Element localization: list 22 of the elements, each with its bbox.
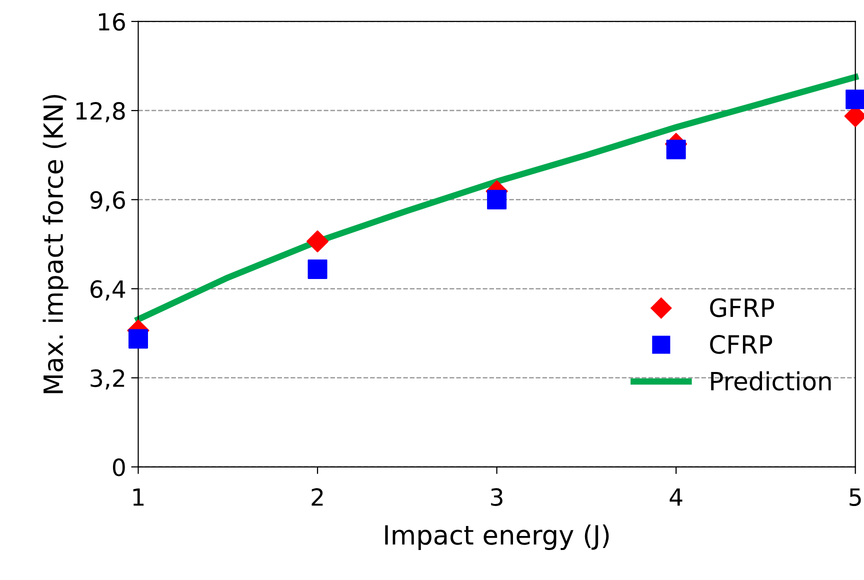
y-tick-label: 16 xyxy=(98,12,125,31)
point xyxy=(128,329,148,349)
y-axis-title: Max. impact force (KN) xyxy=(42,94,68,394)
y-tick-label: 0 xyxy=(112,458,125,476)
legend-label: CFRP xyxy=(710,334,772,354)
point xyxy=(306,230,329,252)
legend-label: GFRP xyxy=(710,298,774,318)
y-tick-label: 3,2 xyxy=(90,369,124,390)
x-tick-label: 2 xyxy=(312,488,323,506)
point xyxy=(666,140,686,160)
x-tick-label: 1 xyxy=(133,488,144,506)
x-axis-title: Impact energy (J) xyxy=(385,524,609,550)
y-tick-label: 12,8 xyxy=(76,102,125,122)
x-tick-label: 5 xyxy=(850,488,861,506)
legend-label: Prediction xyxy=(711,371,831,391)
y-tick-label: 6,4 xyxy=(90,280,126,300)
point xyxy=(846,90,864,110)
y-tick-label: 9,6 xyxy=(90,191,125,212)
point xyxy=(487,190,507,210)
point xyxy=(308,259,328,279)
x-tick-label: 4 xyxy=(670,488,682,506)
x-tick-label: 3 xyxy=(491,488,502,506)
